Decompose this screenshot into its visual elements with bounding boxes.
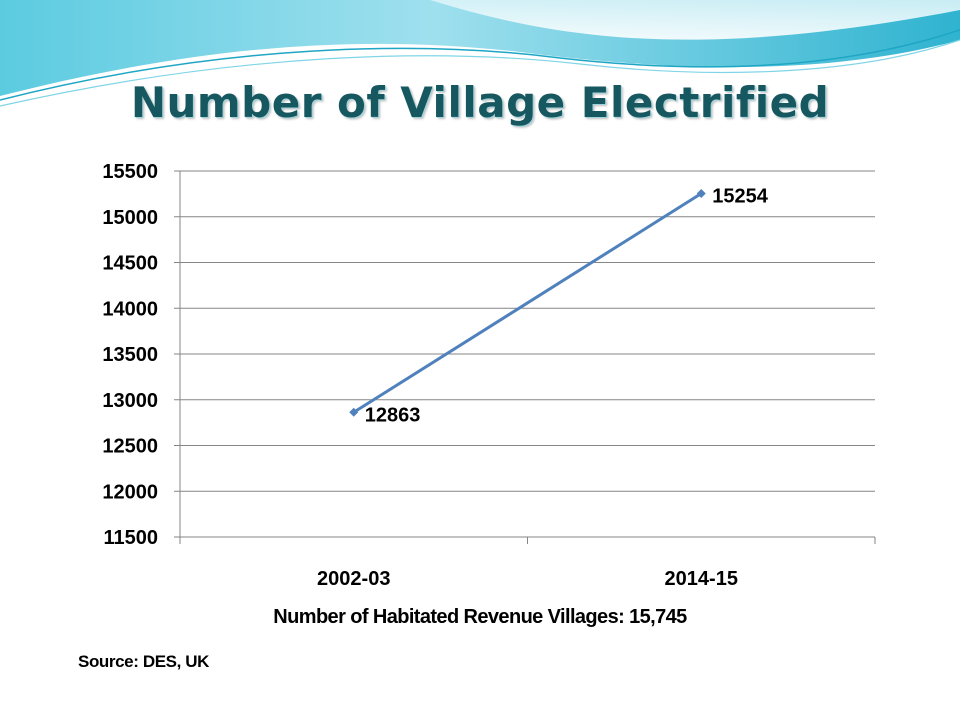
data-label: 12863 bbox=[365, 404, 421, 426]
data-label: 15254 bbox=[712, 186, 768, 208]
y-tick-label: 13500 bbox=[102, 344, 158, 366]
series-line bbox=[352, 192, 703, 414]
x-axis-tick-labels: 2002-03 2014-15 bbox=[317, 568, 738, 590]
y-tick-label: 14500 bbox=[102, 253, 158, 275]
y-tick-label: 11500 bbox=[103, 527, 158, 549]
data-point-marker bbox=[349, 407, 359, 417]
x-tick-label: 2002-03 bbox=[317, 568, 390, 590]
y-tick-label: 12500 bbox=[102, 436, 158, 458]
y-tick-label: 13000 bbox=[102, 390, 158, 412]
y-tick-label: 15500 bbox=[102, 161, 158, 183]
series bbox=[349, 189, 706, 417]
data-labels: 12863 15254 bbox=[365, 186, 769, 427]
data-point-marker bbox=[696, 189, 706, 199]
header-wave-decoration bbox=[0, 0, 960, 107]
gridlines bbox=[180, 170, 875, 492]
slide-title: Number of Village Electrified bbox=[130, 78, 830, 127]
x-tick-label: 2014-15 bbox=[665, 568, 738, 590]
axes bbox=[174, 170, 876, 544]
source-note: Source: DES, UK bbox=[78, 652, 209, 671]
y-tick-label: 15000 bbox=[102, 207, 158, 229]
y-tick-label: 14000 bbox=[102, 298, 158, 320]
footnote-habitated-villages: Number of Habitated Revenue Villages: 15… bbox=[273, 606, 687, 628]
y-tick-label: 12000 bbox=[102, 481, 158, 503]
y-axis-tick-labels: 11500 12000 12500 13000 13500 14000 14500 15000… bbox=[102, 161, 158, 549]
